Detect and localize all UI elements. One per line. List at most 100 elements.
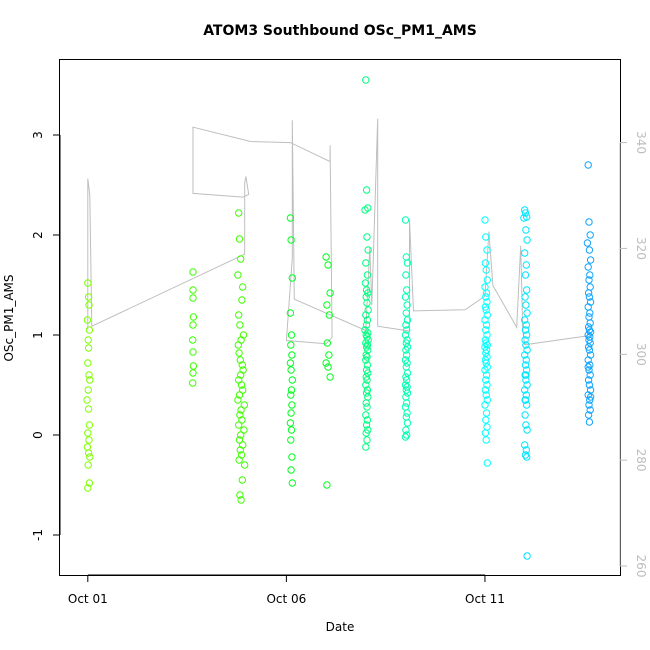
data-point (84, 405, 93, 413)
data-point (586, 393, 595, 401)
data-point (521, 451, 530, 459)
data-point (287, 236, 295, 244)
data-point (84, 484, 92, 492)
data-point (483, 331, 491, 339)
y-tick-label: 2 (31, 231, 45, 239)
data-point (482, 326, 490, 334)
data-point (325, 311, 333, 319)
data-point (237, 371, 245, 379)
data-point (584, 343, 593, 351)
data-point (234, 341, 243, 349)
data-point (522, 301, 530, 309)
data-point (521, 316, 529, 324)
data-point (239, 283, 247, 291)
data-point (521, 386, 529, 394)
data-point (402, 309, 410, 317)
data-point (235, 235, 244, 243)
data-point (235, 311, 243, 319)
data-point (522, 376, 530, 384)
data-point (84, 429, 92, 437)
data-point (234, 271, 242, 279)
data-point (189, 348, 197, 356)
data-point (403, 316, 412, 324)
axes-layer: Oct 01 Oct 06 Oct 11 -1 0 1 2 3 260 280 300 320 340 (31, 131, 648, 606)
data-point (583, 239, 592, 247)
data-point (403, 431, 411, 439)
data-point (481, 401, 489, 409)
y-tick-label: -1 (31, 529, 45, 541)
data-point (585, 276, 593, 284)
data-point (521, 326, 530, 334)
data-point (288, 376, 296, 384)
data-point (363, 233, 371, 241)
data-point (364, 246, 372, 254)
data-point (482, 293, 490, 301)
data-point (236, 411, 244, 419)
data-point (584, 161, 592, 169)
data-point (521, 249, 529, 257)
data-point (482, 233, 490, 241)
data-point (84, 279, 92, 287)
y-tick-label: 0 (31, 431, 45, 439)
data-point (402, 346, 410, 354)
data-point (85, 436, 93, 444)
y-tick-label: 3 (31, 131, 45, 139)
data-point (482, 289, 491, 297)
data-point (83, 316, 92, 324)
data-point (288, 274, 296, 282)
data-point (189, 336, 197, 344)
data-point (326, 373, 334, 381)
data-point (237, 406, 245, 414)
data-point (362, 421, 371, 429)
data-point (523, 331, 531, 339)
data-point (236, 491, 244, 499)
data-point (362, 411, 370, 419)
data-point (83, 396, 91, 404)
data-point (237, 255, 245, 263)
data-point (584, 289, 593, 297)
data-point (236, 321, 244, 329)
data-point (287, 341, 295, 349)
data-point (84, 336, 92, 344)
data-point (585, 246, 594, 254)
chart-title: ATOM3 Southbound OSc_PM1_AMS (203, 23, 477, 39)
data-point (286, 359, 295, 367)
data-point (236, 356, 245, 364)
data-point (521, 293, 529, 301)
data-point (402, 426, 410, 434)
data-point (237, 381, 246, 389)
data-point (520, 214, 528, 222)
data-point (288, 351, 296, 359)
data-point (362, 429, 370, 437)
data-point (85, 421, 94, 429)
data-point (324, 261, 332, 269)
data-point (523, 309, 531, 317)
data-point (584, 263, 592, 271)
data-point (287, 426, 296, 434)
data-point (85, 301, 93, 309)
data-point (288, 401, 296, 409)
data-point (481, 386, 490, 394)
data-point (287, 436, 295, 444)
data-point (363, 436, 371, 444)
data-point (523, 236, 531, 244)
data-point (483, 276, 491, 284)
data-point (401, 293, 410, 301)
data-point (586, 406, 594, 414)
data-point (584, 323, 593, 331)
data-point (323, 339, 331, 347)
data-point (85, 479, 94, 487)
data-point (402, 373, 410, 381)
data-point (322, 359, 330, 367)
data-point (522, 226, 530, 234)
data-point (585, 218, 593, 226)
data-point (238, 361, 247, 369)
y2-tick-label: 280 (634, 449, 648, 472)
data-point (522, 421, 530, 429)
data-point (287, 366, 295, 374)
data-point (363, 416, 372, 424)
data-point (521, 351, 529, 359)
data-point (522, 321, 530, 329)
data-point (364, 329, 372, 337)
data-point (403, 351, 411, 359)
